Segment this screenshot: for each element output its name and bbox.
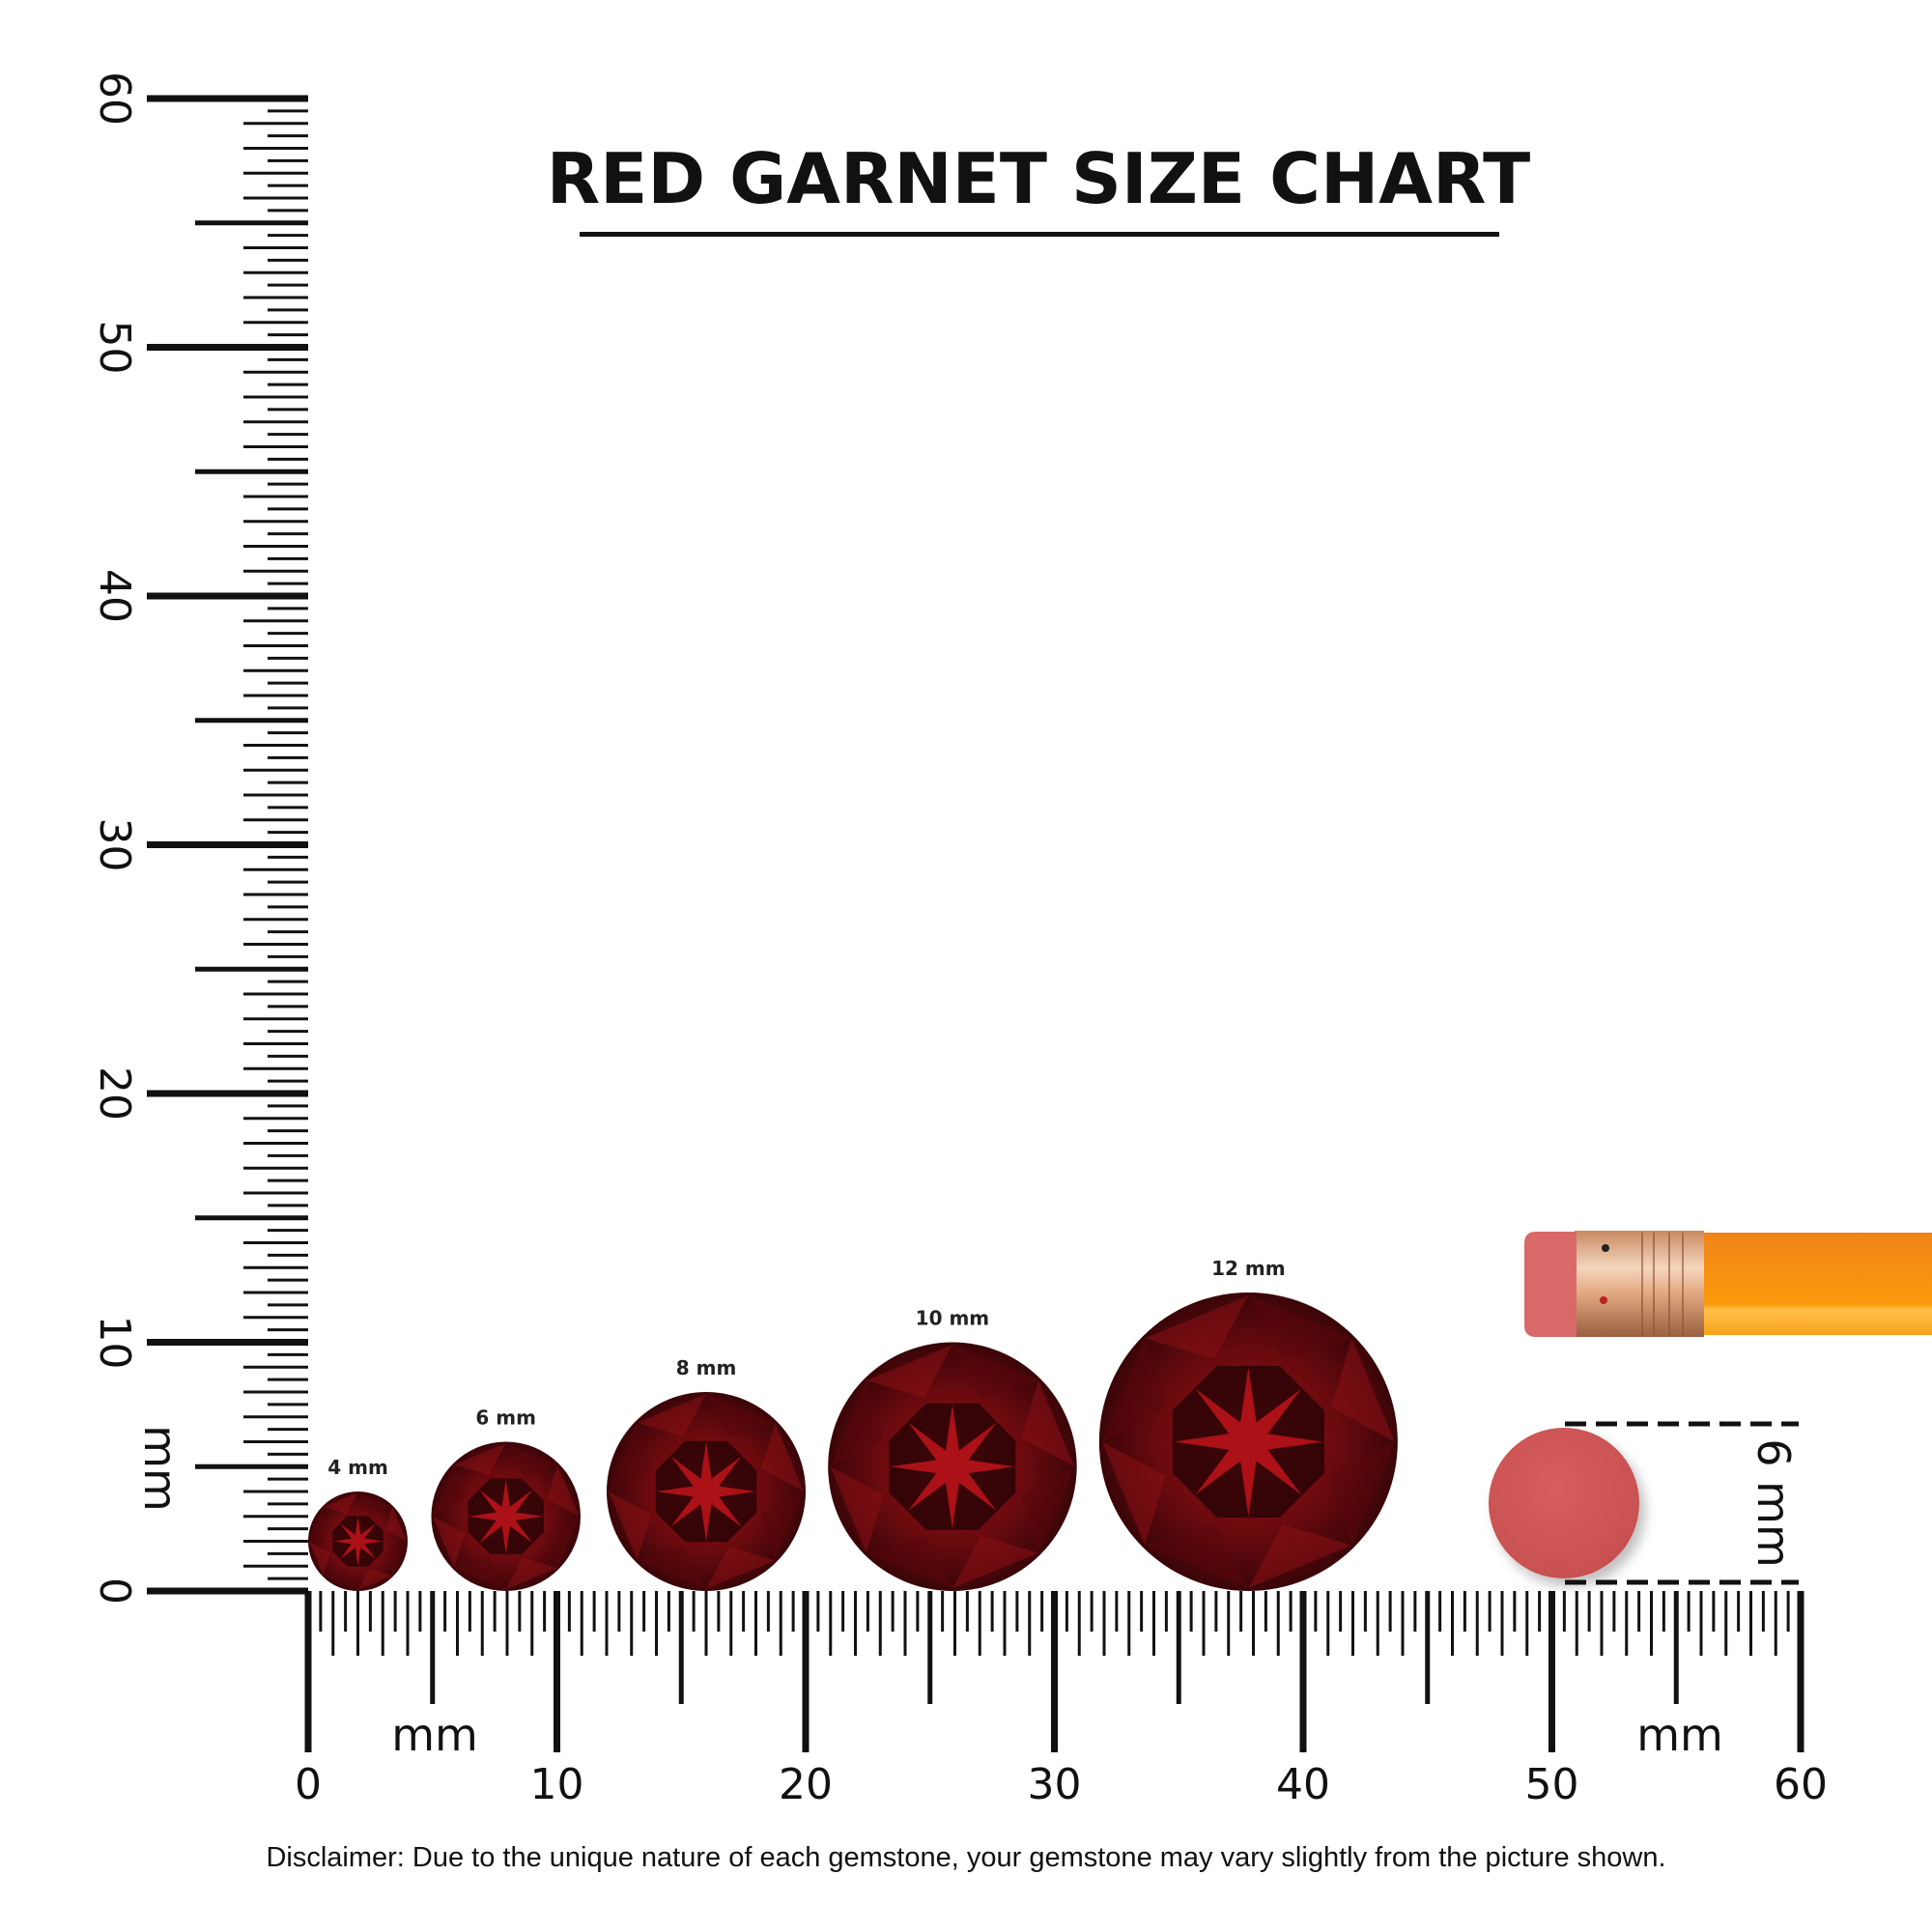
horizontal-unit-label-right: mm: [1636, 1709, 1723, 1761]
vertical-tick-label: 30: [90, 818, 139, 872]
horizontal-tick-label: 10: [530, 1760, 584, 1809]
horizontal-tick-label: 20: [779, 1760, 833, 1809]
horizontal-tick-label: 30: [1028, 1760, 1082, 1809]
gem-6mm: 6 mm: [431, 1406, 581, 1591]
vertical-tick-label: 50: [90, 321, 139, 375]
vertical-tick-label: 60: [90, 71, 139, 126]
gem-size-label: 4 mm: [327, 1456, 388, 1479]
vertical-tick-label: 20: [90, 1066, 139, 1121]
pencil-body: [1700, 1233, 1932, 1335]
horizontal-tick-label: 50: [1525, 1760, 1579, 1809]
pencil-illustration: [1524, 1231, 1932, 1337]
disclaimer: Disclaimer: Due to the unique nature of …: [266, 1842, 1665, 1873]
pencil-ferrule: [1575, 1231, 1704, 1337]
gem-size-label: 10 mm: [916, 1307, 989, 1330]
title-underline: [580, 232, 1499, 237]
gem-10mm: 10 mm: [828, 1307, 1077, 1591]
gem-12mm: 12 mm: [1098, 1257, 1398, 1591]
vertical-unit-label: mm: [134, 1425, 186, 1512]
chart-title: RED GARNET SIZE CHART: [547, 138, 1531, 219]
vertical-tick-label: 0: [90, 1577, 139, 1605]
horizontal-tick-label: 40: [1276, 1760, 1330, 1809]
horizontal-ruler: 0 10 20 30 40 50 60: [295, 1591, 1828, 1809]
vertical-ruler: 0 10 20 30 40 50 60: [90, 71, 308, 1605]
eraser-reference-circle: [1489, 1428, 1639, 1578]
horizontal-unit-label-left: mm: [391, 1709, 478, 1761]
vertical-tick-label: 10: [90, 1316, 139, 1370]
horizontal-tick-label: 0: [295, 1760, 322, 1809]
horizontal-tick-label: 60: [1774, 1760, 1828, 1809]
gem-size-label: 12 mm: [1211, 1257, 1285, 1280]
gem-row: 4 mm 6 mm 8 mm 10 mm 12 mm: [308, 1257, 1398, 1591]
gem-8mm: 8 mm: [607, 1356, 806, 1591]
gem-size-label: 6 mm: [475, 1406, 536, 1430]
vertical-tick-label: 40: [90, 569, 139, 623]
reference-size-label: 6 mm: [1747, 1438, 1800, 1568]
gem-size-label: 8 mm: [676, 1356, 737, 1379]
pencil-eraser: [1524, 1232, 1577, 1337]
gem-4mm: 4 mm: [308, 1456, 408, 1591]
